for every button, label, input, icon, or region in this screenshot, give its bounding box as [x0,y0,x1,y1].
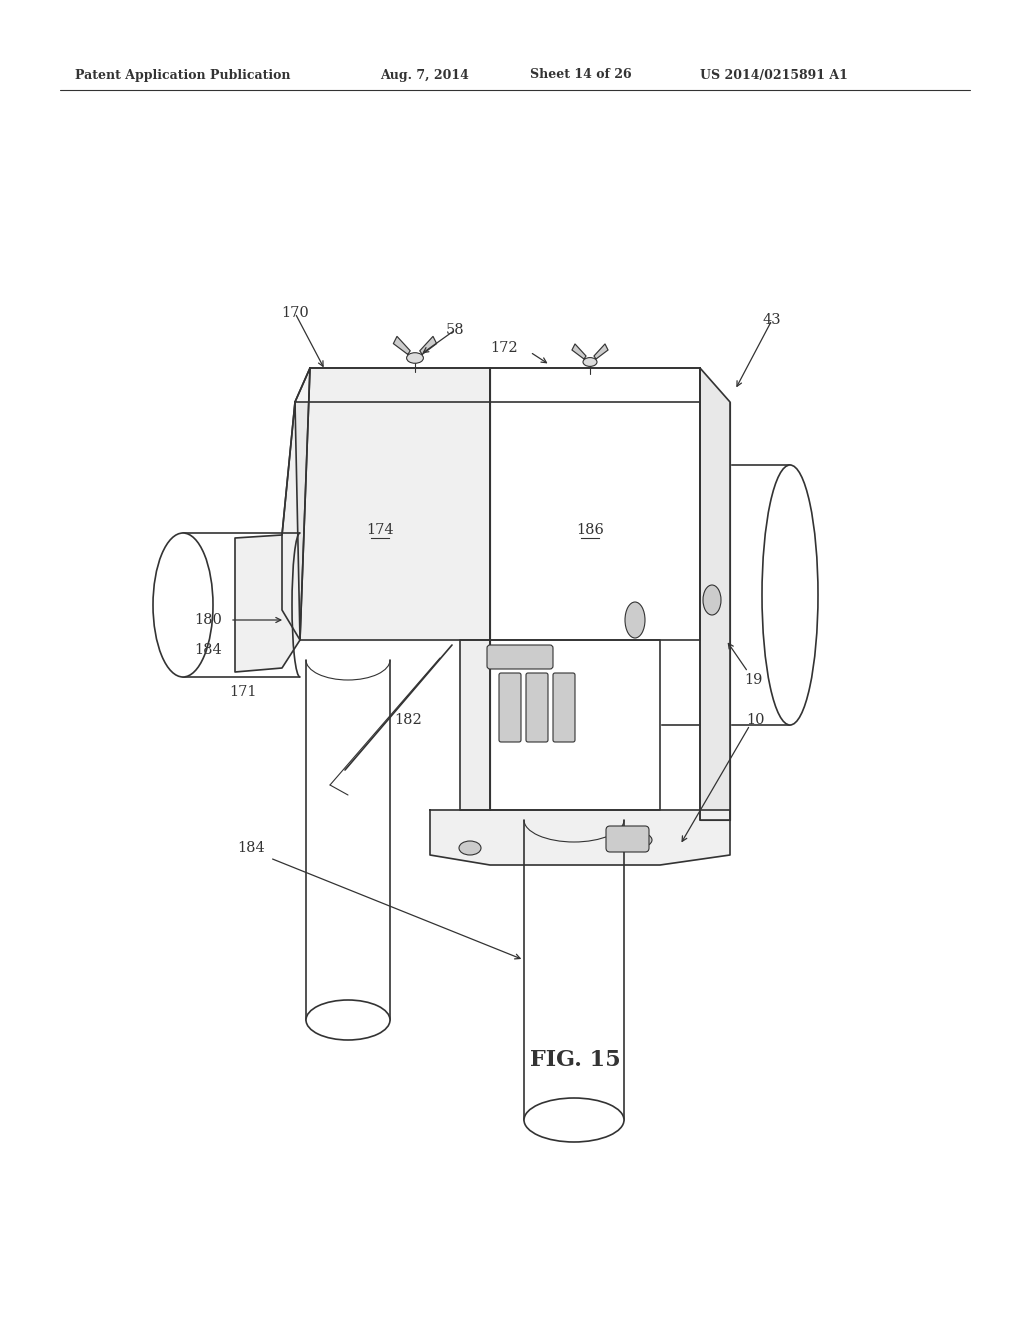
FancyBboxPatch shape [499,673,521,742]
Ellipse shape [762,465,818,725]
Text: 19: 19 [743,673,762,686]
Polygon shape [572,345,586,359]
Text: 184: 184 [195,643,222,657]
Ellipse shape [407,352,423,363]
Text: 170: 170 [282,306,309,319]
Ellipse shape [628,833,652,847]
Ellipse shape [583,358,597,367]
Ellipse shape [306,1001,390,1040]
Text: 43: 43 [763,313,781,327]
Ellipse shape [153,533,213,677]
Polygon shape [295,368,700,403]
Ellipse shape [459,841,481,855]
Polygon shape [420,337,436,354]
Polygon shape [594,345,608,359]
FancyBboxPatch shape [487,645,553,669]
Text: 186: 186 [577,523,604,537]
Polygon shape [490,640,660,810]
Polygon shape [490,368,700,640]
Text: 171: 171 [229,685,257,700]
Text: FIG. 15: FIG. 15 [529,1049,621,1071]
Text: US 2014/0215891 A1: US 2014/0215891 A1 [700,69,848,82]
Ellipse shape [625,602,645,638]
FancyBboxPatch shape [606,826,649,851]
Polygon shape [234,403,300,672]
Polygon shape [393,337,411,354]
Polygon shape [430,810,730,865]
Polygon shape [282,368,310,640]
Text: 182: 182 [394,713,422,727]
Text: Patent Application Publication: Patent Application Publication [75,69,291,82]
Text: 10: 10 [745,713,764,727]
Polygon shape [460,640,490,810]
Text: 184: 184 [237,841,265,855]
Text: Sheet 14 of 26: Sheet 14 of 26 [530,69,632,82]
Polygon shape [700,368,730,820]
Ellipse shape [524,1098,624,1142]
Polygon shape [300,368,490,640]
FancyBboxPatch shape [553,673,575,742]
Text: 58: 58 [445,323,464,337]
Text: 180: 180 [195,612,222,627]
FancyBboxPatch shape [526,673,548,742]
Text: 174: 174 [367,523,394,537]
Text: 172: 172 [490,341,517,355]
Text: Aug. 7, 2014: Aug. 7, 2014 [380,69,469,82]
Ellipse shape [703,585,721,615]
